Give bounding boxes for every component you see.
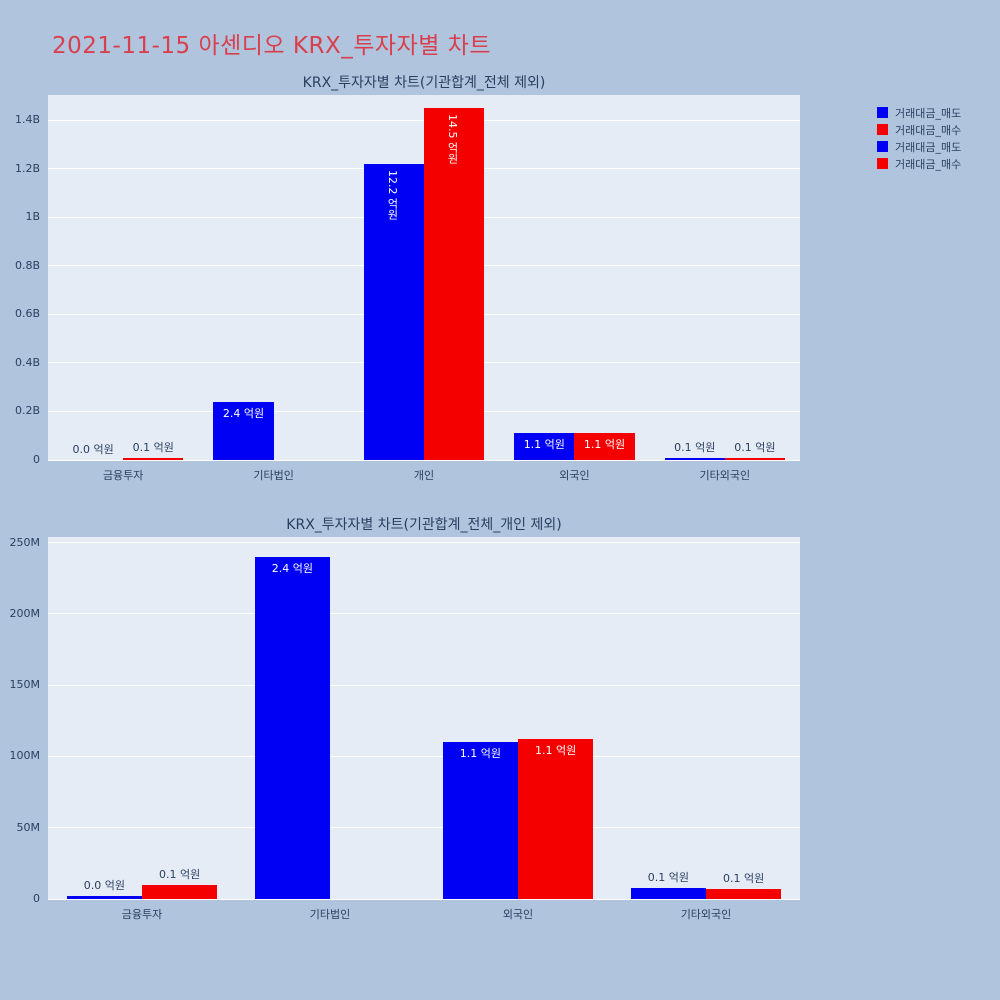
bar-value-label: 1.1 억원 <box>583 437 626 451</box>
bar-value-label: 2.4 억원 <box>222 406 265 420</box>
bar-sell <box>442 742 518 899</box>
page-title: 2021-11-15 아센디오 KRX_투자자별 차트 <box>52 33 492 59</box>
y-tick-label: 0.6B <box>14 307 40 321</box>
bar-buy <box>724 458 785 460</box>
bar-value-label: 1.1 억원 <box>523 438 565 452</box>
gridline <box>48 542 800 544</box>
y-tick-label: 1.2B <box>14 161 40 175</box>
bar-value-label: 0.1 억원 <box>158 867 201 881</box>
y-tick-label: 150M <box>9 678 41 692</box>
legend-item-label: 거래대금_매수 <box>895 157 962 171</box>
x-tick-label: 개인 <box>413 469 435 482</box>
x-tick-label: 외국인 <box>559 469 590 482</box>
bar-buy <box>706 889 782 899</box>
legend-item-sell[interactable]: 거래대금_매도 <box>877 138 961 155</box>
bar-value-label: 14.5 억원 <box>446 113 460 164</box>
bar-buy <box>574 432 635 460</box>
x-tick-label: 기타외국인 <box>699 469 751 482</box>
bar-sell <box>254 556 330 899</box>
bar-value-label: 12.2 억원 <box>385 169 399 220</box>
bar-sell <box>213 401 274 460</box>
x-tick-label: 기타법인 <box>253 469 294 482</box>
bar-sell <box>363 163 424 460</box>
sell-swatch-icon <box>877 141 888 152</box>
bar-sell <box>514 433 575 460</box>
bar-buy <box>142 884 218 899</box>
buy-swatch-icon <box>877 158 888 169</box>
chart-top-title: KRX_투자자별 차트(기관합계_전체 제외) <box>302 75 546 91</box>
bar-sell <box>66 896 142 899</box>
y-tick-label: 0 <box>33 453 40 466</box>
x-tick-label: 금융투자 <box>102 469 144 482</box>
gridline <box>48 755 800 757</box>
bar-value-label: 2.4 억원 <box>271 561 313 575</box>
bar-value-label: 0.1 억원 <box>722 872 765 886</box>
buy-swatch-icon <box>877 124 888 135</box>
y-tick-label: 0.2B <box>14 404 40 418</box>
bar-sell <box>664 458 725 460</box>
bar-value-label: 0.1 억원 <box>674 441 716 455</box>
gridline <box>48 898 800 900</box>
y-tick-label: 200M <box>9 606 41 620</box>
x-tick-label: 금융투자 <box>121 908 163 921</box>
bar-value-label: 0.1 억원 <box>647 870 689 884</box>
legend-item-label: 거래대금_매도 <box>895 106 962 120</box>
bar-buy <box>424 107 485 460</box>
y-tick-label: 0 <box>33 892 40 905</box>
chart-bottom-plot-area <box>48 537 800 900</box>
legend-item-buy[interactable]: 거래대금_매수 <box>877 155 961 172</box>
legend-item-sell[interactable]: 거래대금_매도 <box>877 104 961 121</box>
gridline <box>48 684 800 686</box>
gridline <box>48 827 800 829</box>
bar-buy <box>123 457 184 460</box>
bar-value-label: 0.0 억원 <box>72 442 114 456</box>
x-tick-label: 외국인 <box>502 908 534 921</box>
y-tick-label: 1.4B <box>14 113 40 126</box>
gridline <box>48 459 800 461</box>
x-tick-label: 기타법인 <box>309 908 351 921</box>
bar-value-label: 1.1 억원 <box>534 744 577 758</box>
legend-item-buy[interactable]: 거래대금_매수 <box>877 121 961 138</box>
bar-value-label: 0.1 억원 <box>132 440 174 454</box>
y-tick-label: 0.8B <box>14 258 40 272</box>
bar-sell <box>630 887 706 899</box>
bar-value-label: 1.1 억원 <box>459 747 501 761</box>
legend-item-label: 거래대금_매수 <box>895 123 962 137</box>
y-tick-label: 1B <box>25 210 40 224</box>
legend-item-label: 거래대금_매도 <box>895 140 962 154</box>
chart-bottom-title: KRX_투자자별 차트(기관합계_전체_개인 제외) <box>286 517 562 533</box>
y-tick-label: 50M <box>16 820 41 834</box>
y-tick-label: 250M <box>9 535 41 549</box>
x-tick-label: 기타외국인 <box>680 908 732 921</box>
y-tick-label: 0.4B <box>14 355 40 369</box>
gridline <box>48 613 800 615</box>
bar-value-label: 0.1 억원 <box>734 441 776 455</box>
y-tick-label: 100M <box>9 749 41 763</box>
legend: 거래대금_매도 거래대금_매수 거래대금_매도 거래대금_매수 <box>877 104 961 172</box>
bar-value-label: 0.0 억원 <box>83 879 125 893</box>
chart-top-plot-area <box>48 95 800 461</box>
bar-buy <box>518 739 594 899</box>
sell-swatch-icon <box>877 107 888 118</box>
